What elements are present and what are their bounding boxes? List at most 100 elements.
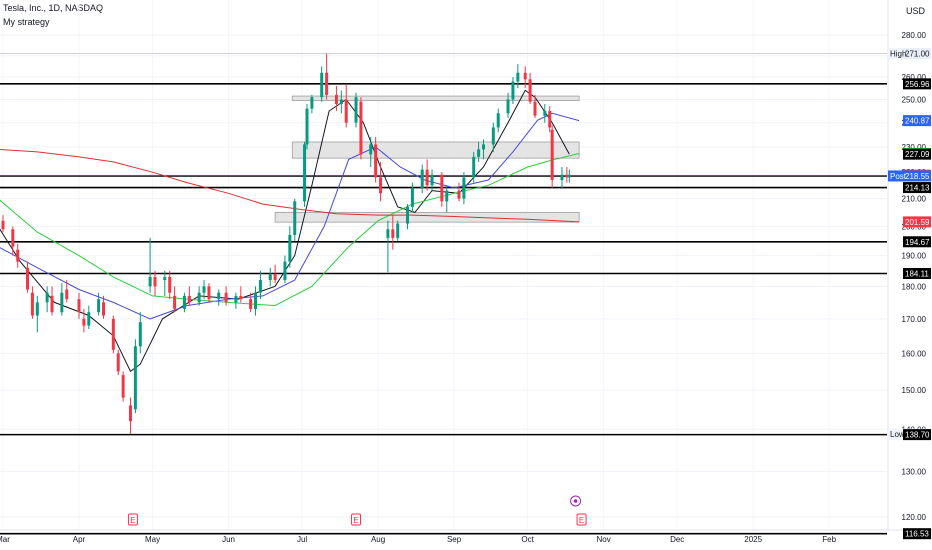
candle-body[interactable] [359, 101, 363, 155]
candle-body[interactable] [379, 177, 383, 194]
candle-body[interactable] [491, 127, 495, 145]
candle-body[interactable] [182, 295, 186, 309]
price-zone[interactable] [291, 95, 580, 102]
price-zone[interactable] [274, 211, 580, 223]
price-tag [903, 268, 931, 280]
candle-body[interactable] [440, 174, 444, 202]
price-tag-value: 214.13 [905, 184, 930, 193]
candle-body[interactable] [26, 267, 30, 290]
candle-body[interactable] [234, 295, 238, 303]
candle-body[interactable] [187, 295, 191, 303]
candle-body[interactable] [138, 322, 142, 347]
candle-body[interactable] [567, 174, 571, 178]
candle-body[interactable] [111, 318, 115, 350]
candle-body[interactable] [82, 318, 86, 326]
candle-body[interactable] [457, 190, 461, 199]
candle-body[interactable] [102, 302, 106, 316]
candle-body[interactable] [239, 295, 243, 300]
candle-body[interactable] [462, 177, 466, 199]
candle-body[interactable] [430, 174, 434, 186]
candle-body[interactable] [560, 174, 564, 180]
candle-body[interactable] [173, 295, 177, 309]
candle-body[interactable] [369, 144, 373, 155]
candle-body[interactable] [148, 276, 152, 287]
candle-body[interactable] [516, 72, 520, 82]
price-tag [903, 170, 931, 182]
y-tick-label: 280.00 [902, 31, 927, 40]
candle-body[interactable] [224, 292, 228, 303]
candle-body[interactable] [87, 312, 91, 326]
candle-body[interactable] [283, 261, 287, 281]
candle-body[interactable] [344, 99, 348, 123]
candle-body[interactable] [268, 273, 272, 281]
candle-body[interactable] [11, 229, 15, 247]
candle-body[interactable] [50, 295, 54, 313]
candle-body[interactable] [528, 79, 532, 102]
candle-body[interactable] [1, 220, 5, 230]
candle-body[interactable] [472, 156, 476, 178]
earnings-marker[interactable] [576, 513, 587, 526]
candle-body[interactable] [406, 206, 410, 224]
x-tick-label: 2025 [744, 535, 762, 544]
earnings-marker[interactable] [351, 513, 362, 526]
candle-body[interactable] [97, 299, 101, 313]
candle-body[interactable] [425, 169, 429, 186]
candle-body[interactable] [60, 292, 64, 313]
candle-body[interactable] [35, 302, 39, 316]
candle-body[interactable] [254, 292, 258, 309]
candle-body[interactable] [273, 273, 277, 281]
candle-body[interactable] [533, 101, 537, 116]
candle-body[interactable] [445, 190, 449, 202]
candle-body[interactable] [163, 276, 167, 281]
candle-body[interactable] [168, 276, 172, 293]
candle-body[interactable] [207, 286, 211, 300]
candle-body[interactable] [506, 99, 510, 114]
price-zone[interactable] [291, 141, 580, 159]
candle-body[interactable] [121, 375, 125, 398]
candle-body[interactable] [565, 174, 569, 178]
candle-body[interactable] [65, 289, 69, 300]
candle-body[interactable] [30, 292, 34, 316]
candle-body[interactable] [334, 94, 338, 105]
candle-body[interactable] [77, 299, 81, 313]
candle-body[interactable] [293, 201, 297, 236]
candle-body[interactable] [374, 144, 378, 178]
candle-body[interactable] [320, 72, 324, 98]
candle-body[interactable] [258, 280, 262, 293]
candle-body[interactable] [496, 113, 500, 128]
candle-body[interactable] [202, 286, 206, 293]
candle-body[interactable] [310, 97, 314, 109]
candle-body[interactable] [128, 405, 132, 422]
candle-body[interactable] [133, 346, 137, 410]
candle-body[interactable] [550, 129, 554, 180]
candle-body[interactable] [511, 81, 515, 100]
candle-body[interactable] [303, 144, 307, 202]
earnings-marker[interactable] [127, 513, 138, 526]
candle-body[interactable] [391, 229, 395, 238]
candle-body[interactable] [354, 97, 358, 123]
candle-body[interactable] [477, 149, 481, 157]
candle-body[interactable] [396, 223, 400, 238]
candle-body[interactable] [420, 169, 424, 188]
candle-body[interactable] [523, 72, 527, 80]
candle-body[interactable] [16, 249, 20, 262]
candle-body[interactable] [197, 292, 201, 303]
currency-label[interactable]: USD [906, 6, 926, 16]
candle-body[interactable] [45, 292, 49, 303]
candle-body[interactable] [153, 276, 157, 287]
candle-body[interactable] [339, 99, 343, 105]
candle-body[interactable] [386, 229, 390, 238]
candle-body[interactable] [249, 299, 253, 309]
candle-body[interactable] [482, 144, 486, 150]
candle-body[interactable] [116, 353, 120, 372]
candle-body[interactable] [325, 72, 329, 95]
candle-body[interactable] [410, 187, 414, 207]
candle-body[interactable] [217, 292, 221, 300]
candle-body[interactable] [548, 110, 552, 128]
candle-body[interactable] [305, 108, 309, 145]
candle-body[interactable] [288, 235, 292, 262]
y-tick-label: 130.00 [902, 467, 927, 476]
strategy-label[interactable]: My strategy [3, 17, 50, 27]
candle-body[interactable] [543, 110, 547, 116]
